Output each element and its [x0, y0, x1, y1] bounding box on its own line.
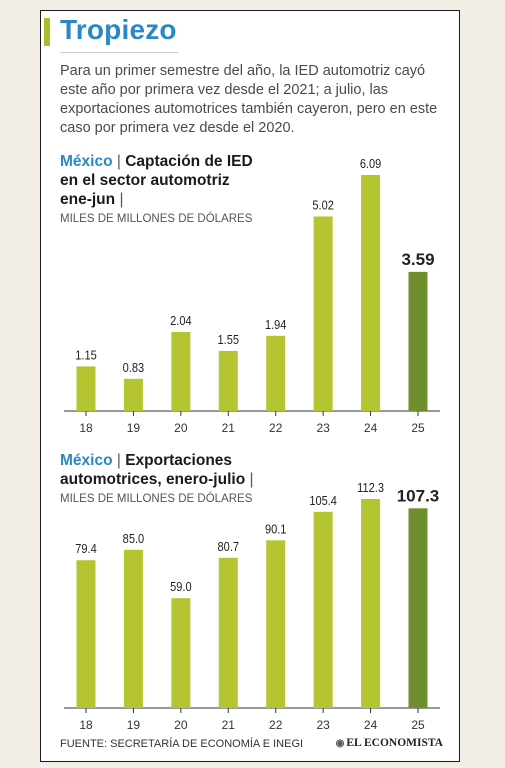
bar-24 — [361, 499, 381, 708]
value-label: 105.4 — [309, 493, 337, 508]
bar-19 — [123, 549, 143, 708]
chart2-title: Exportaciones automotrices, enero-julio — [60, 452, 246, 488]
chart1-title: Captación de IED en el sector automotriz… — [60, 153, 253, 208]
chart2-header: México | Exportaciones automotrices, ene… — [60, 451, 300, 509]
page-title: Tropiezo — [60, 14, 177, 45]
value-label: 107.3 — [397, 486, 440, 505]
title-underline — [60, 52, 178, 53]
publisher-logo: ◉ EL ECONOMISTA — [336, 737, 443, 749]
chart2-separator-end: | — [249, 471, 254, 488]
x-tick-label: 21 — [222, 421, 236, 435]
bar-23 — [313, 511, 333, 708]
bar-23 — [313, 216, 333, 411]
value-label: 79.4 — [75, 541, 97, 556]
value-label: 3.59 — [401, 250, 434, 269]
value-label: 90.1 — [265, 521, 287, 536]
logo-emblem-icon: ◉ — [335, 738, 345, 749]
bar-21 — [218, 350, 238, 411]
x-tick-label: 19 — [127, 718, 141, 732]
value-label: 112.3 — [357, 480, 384, 495]
value-label: 1.94 — [265, 317, 287, 332]
infographic-frame — [40, 10, 460, 762]
x-tick-label: 25 — [411, 718, 425, 732]
value-label: 80.7 — [218, 539, 240, 554]
x-tick-label: 18 — [79, 718, 93, 732]
x-tick-label: 23 — [316, 718, 330, 732]
chart1-header: México | Captación de IED en el sector a… — [60, 152, 260, 229]
bar-25 — [408, 271, 428, 411]
chart2-units: MILES DE MILLONES DE DÓLARES — [60, 493, 253, 505]
source-note: FUENTE: SECRETARÍA DE ECONOMÍA E INEGI — [60, 738, 304, 750]
bar-20 — [171, 598, 191, 708]
bar-19 — [123, 378, 143, 411]
x-tick-label: 25 — [411, 421, 425, 435]
bar-21 — [218, 557, 238, 708]
x-tick-label: 24 — [364, 718, 378, 732]
value-label: 1.55 — [218, 332, 240, 347]
bar-18 — [76, 366, 96, 411]
intro-text: Para un primer semestre del año, la IED … — [60, 63, 438, 136]
bar-22 — [266, 335, 286, 411]
x-tick-label: 22 — [269, 718, 283, 732]
chart1-units: MILES DE MILLONES DE DÓLARES — [60, 213, 253, 225]
value-label: 85.0 — [123, 531, 145, 546]
bar-22 — [266, 540, 286, 708]
value-label: 6.09 — [360, 156, 382, 171]
title-accent-bar — [44, 18, 50, 46]
x-tick-label: 22 — [269, 421, 283, 435]
x-tick-label: 20 — [174, 421, 188, 435]
x-tick-label: 18 — [79, 421, 93, 435]
chart2-separator: | — [116, 452, 121, 469]
value-label: 2.04 — [170, 313, 192, 328]
chart1-separator-end: | — [119, 191, 124, 208]
bar-20 — [171, 331, 191, 411]
x-tick-label: 21 — [222, 718, 236, 732]
x-tick-label: 23 — [316, 421, 330, 435]
x-tick-label: 24 — [364, 421, 378, 435]
value-label: 59.0 — [170, 579, 192, 594]
logo-text: EL ECONOMISTA — [346, 737, 443, 749]
x-tick-label: 20 — [174, 718, 188, 732]
bar-25 — [408, 508, 428, 708]
bar-24 — [361, 175, 381, 411]
value-label: 0.83 — [123, 360, 145, 375]
chart2-country: México — [60, 452, 113, 469]
x-tick-label: 19 — [127, 421, 141, 435]
chart1-country: México — [60, 153, 113, 170]
value-label: 1.15 — [75, 348, 97, 363]
value-label: 5.02 — [312, 198, 334, 213]
chart1-separator: | — [116, 153, 121, 170]
bar-18 — [76, 560, 96, 708]
